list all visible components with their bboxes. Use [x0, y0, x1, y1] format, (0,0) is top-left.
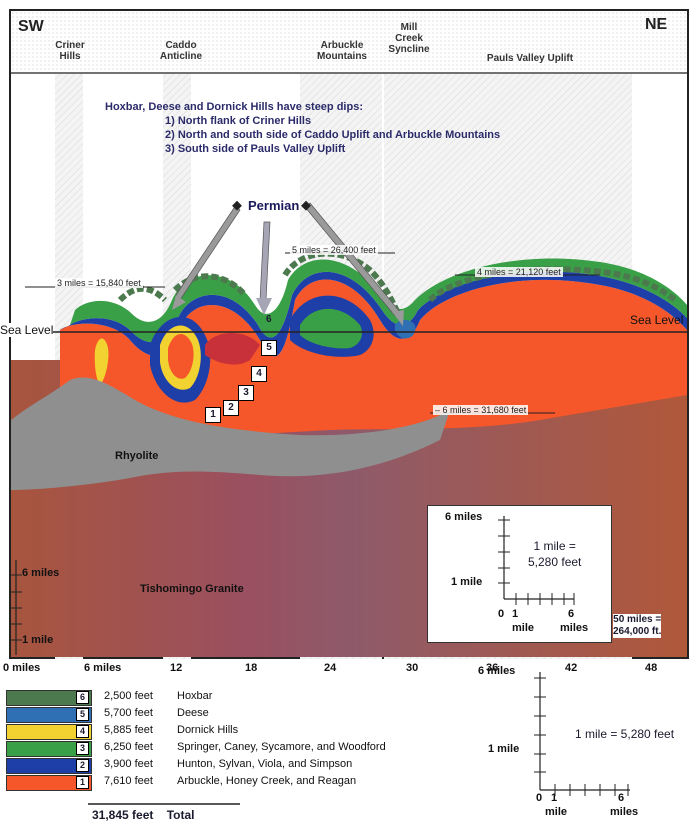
legend-thickness-hoxbar: 2,500 feet: [104, 690, 153, 702]
layer-badge-5: 5: [261, 340, 277, 356]
x-axis-label-30: 30: [406, 662, 419, 674]
sea-level-left: Sea Level: [0, 323, 54, 337]
legend-name-arbuckle: Arbuckle, Honey Creek, and Reagan: [177, 775, 357, 787]
legend-total: 31,845 feet Total: [92, 808, 195, 822]
legend-total-label: Total: [166, 808, 195, 822]
legend-swatch-springer: [6, 741, 92, 757]
left-scale-top-label: 6 miles: [22, 567, 60, 579]
measurement-4-miles: 4 miles = 21,120 feet: [475, 267, 563, 277]
layer-badge-4: 4: [251, 366, 267, 382]
legend-num-3: 3: [76, 742, 89, 755]
legend-total-value: 31,845 feet: [92, 808, 154, 822]
note-item-1: 1) North flank of Criner Hills: [165, 115, 312, 127]
sea-level-right: Sea Level: [630, 313, 684, 327]
x-axis-label-18: 18: [245, 662, 258, 674]
rhyolite-body: [11, 377, 450, 490]
legend-num-4: 4: [76, 725, 89, 738]
note-item-3: 3) South side of Pauls Valley Uplift: [165, 143, 346, 155]
inset-label-1: 1: [512, 608, 519, 620]
inset-label-0: 0: [498, 608, 505, 620]
direction-sw: SW: [18, 18, 44, 35]
legend: 6 2,500 feet Hoxbar 5 5,700 feet Deese 4…: [0, 690, 420, 830]
layer-badge-3: 3: [238, 385, 254, 401]
x-axis-label-36: 36: [486, 662, 499, 674]
legend-num-1: 1: [76, 776, 89, 789]
legend-swatch-dornick-hills: [6, 724, 92, 740]
legend-swatch-hunton: [6, 758, 92, 774]
layer-1-shape: [60, 279, 687, 435]
legend-num-2: 2: [76, 759, 89, 772]
legend-name-springer: Springer, Caney, Sycamore, and Woodford: [177, 741, 386, 753]
tishomingo-granite-label: Tishomingo Granite: [140, 583, 244, 595]
left-scale-bottom-label: 1 mile: [22, 634, 54, 646]
bottom-scale-miles: miles: [610, 806, 639, 818]
x-axis-label-6: 6 miles: [84, 662, 122, 674]
inset-equivalence: 1 mile = 5,280 feet: [528, 539, 582, 569]
x-axis-label-12: 12: [170, 662, 183, 674]
x-axis-label-0: 0 miles: [3, 662, 41, 674]
bottom-scale-0: 0: [536, 792, 543, 804]
legend-thickness-deese: 5,700 feet: [104, 707, 153, 719]
direction-ne: NE: [645, 16, 668, 33]
measurement-5-miles: 5 miles = 26,400 feet: [290, 245, 378, 255]
inset-label-miles: miles: [560, 622, 589, 634]
measurement-3-miles: 3 miles = 15,840 feet: [55, 278, 143, 288]
inset-label-6: 6: [568, 608, 575, 620]
header-arbuckle-mountains: Arbuckle Mountains: [317, 40, 367, 62]
x-axis-label-42: 42: [565, 662, 578, 674]
legend-swatch-arbuckle: [6, 775, 92, 791]
rhyolite-label: Rhyolite: [115, 450, 159, 462]
layer-badge-1: 1: [205, 407, 221, 423]
legend-num-5: 5: [76, 708, 89, 721]
legend-thickness-arbuckle: 7,610 feet: [104, 775, 153, 787]
note-item-2: 2) North and south side of Caddo Uplift …: [165, 129, 501, 141]
legend-thickness-hunton: 3,900 feet: [104, 758, 153, 770]
inset-label-1-mile: 1 mile: [451, 576, 483, 588]
header-pauls-valley-uplift: Pauls Valley Uplift: [486, 53, 574, 64]
layer-badge-2: 2: [223, 400, 239, 416]
bottom-scale-6-miles: 6 miles: [478, 665, 516, 677]
inset-label-mile: mile: [512, 622, 535, 634]
measurement-6-miles: – 6 miles = 31,680 feet: [433, 405, 529, 415]
scale-inset-box: 6 miles 1 mile 0 1 mile 6 miles 1 mile =…: [427, 505, 612, 643]
legend-swatch-hoxbar: [6, 690, 92, 706]
bottom-scale-1: 1: [551, 792, 558, 804]
legend-num-6: 6: [76, 691, 89, 704]
legend-thickness-springer: 6,250 feet: [104, 741, 153, 753]
legend-name-deese: Deese: [177, 707, 209, 719]
header-criner-hills: Criner Hills: [55, 40, 85, 62]
fifty-miles-label: 50 miles = 264,000 ft.: [613, 614, 662, 638]
layer-badge-6: 6: [266, 314, 272, 325]
inset-label-6-miles: 6 miles: [445, 511, 483, 523]
note-title: Hoxbar, Deese and Dornick Hills have ste…: [105, 101, 363, 113]
x-axis-label-48: 48: [645, 662, 658, 674]
legend-swatch-deese: [6, 707, 92, 723]
bottom-scale-1-mile: 1 mile: [488, 743, 520, 755]
header-caddo-anticline: Caddo Anticline: [159, 40, 203, 62]
header-mill-creek-syncline: Mill Creek Syncline: [388, 22, 430, 55]
bottom-scale-6: 6: [618, 792, 625, 804]
steep-dips-note: Hoxbar, Deese and Dornick Hills have ste…: [105, 100, 525, 156]
legend-thickness-dornick-hills: 5,885 feet: [104, 724, 153, 736]
x-axis-label-24: 24: [324, 662, 337, 674]
permian-label: Permian: [248, 198, 300, 213]
bottom-scale-equivalence: 1 mile = 5,280 feet: [575, 727, 675, 741]
bottom-scale-mile: mile: [545, 806, 568, 818]
header-band: [11, 11, 687, 73]
legend-name-dornick-hills: Dornick Hills: [177, 724, 239, 736]
legend-name-hoxbar: Hoxbar: [177, 690, 213, 702]
legend-name-hunton: Hunton, Sylvan, Viola, and Simpson: [177, 758, 353, 770]
